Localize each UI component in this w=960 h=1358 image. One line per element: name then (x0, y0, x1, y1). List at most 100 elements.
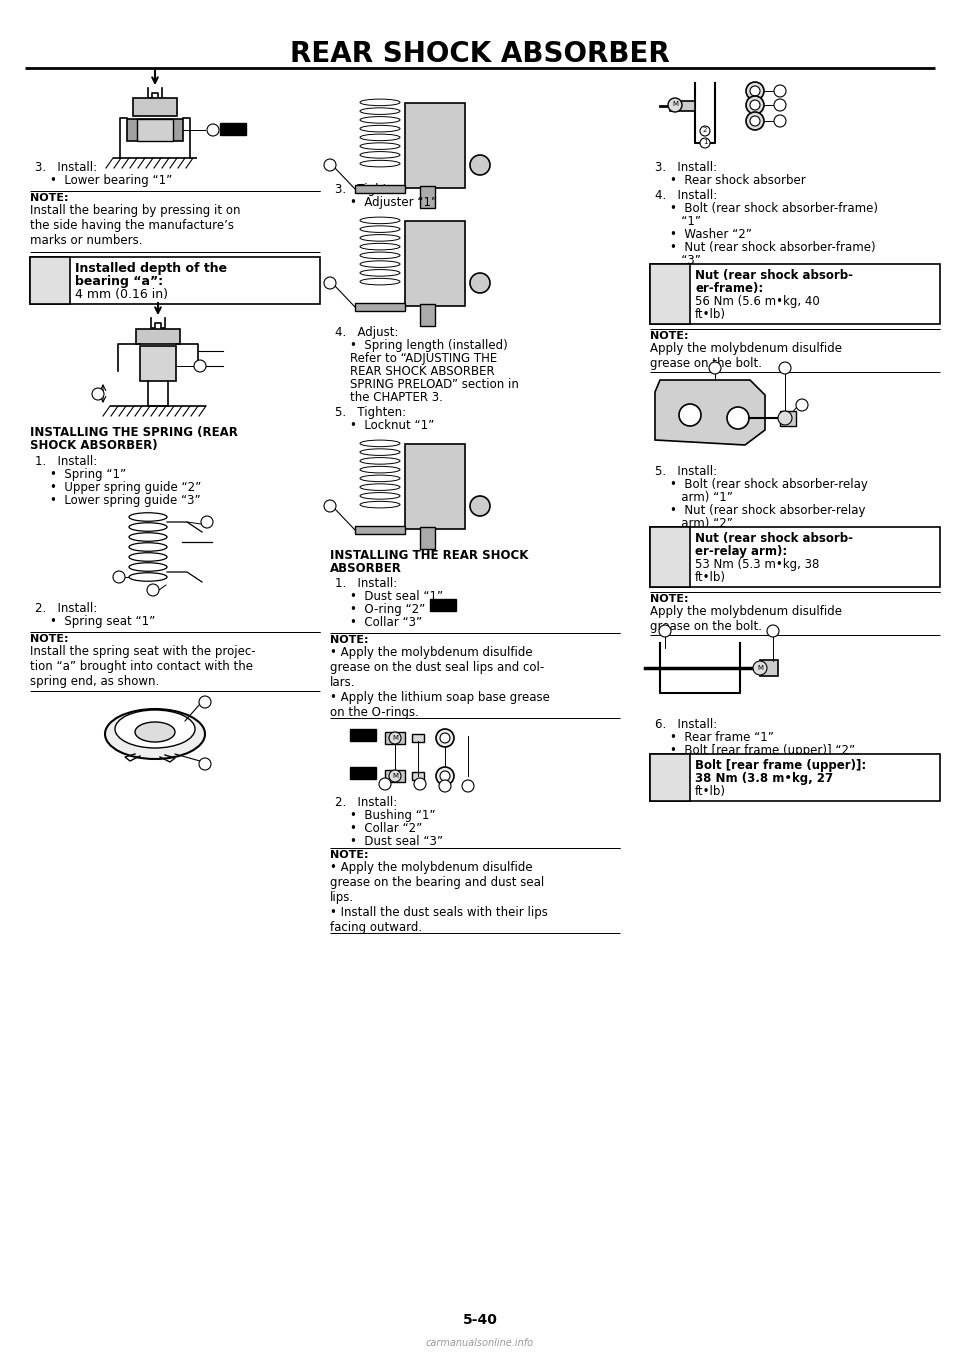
Bar (412, 735, 424, 741)
Text: •  Dust seal “3”: • Dust seal “3” (350, 835, 443, 847)
Text: 2.   Install:: 2. Install: (335, 796, 397, 809)
Ellipse shape (360, 261, 400, 268)
Text: M: M (392, 773, 398, 778)
Circle shape (389, 770, 401, 782)
Bar (137, 120, 173, 141)
Text: Nut (rear shock absorb-: Nut (rear shock absorb- (695, 532, 853, 545)
Circle shape (470, 496, 490, 516)
Ellipse shape (360, 143, 400, 149)
Circle shape (750, 86, 760, 96)
Text: Bolt [rear frame (upper)]:: Bolt [rear frame (upper)]: (695, 759, 866, 771)
Text: 1b: 1b (416, 781, 424, 786)
Text: •  Spring “1”: • Spring “1” (50, 469, 126, 481)
Text: •  Spring seat “1”: • Spring seat “1” (50, 615, 156, 627)
Text: 2: 2 (151, 585, 156, 593)
Bar (30, 257, 320, 304)
Bar (355, 185, 405, 193)
Ellipse shape (129, 553, 167, 561)
Circle shape (746, 96, 764, 114)
Bar (760, 660, 778, 676)
Circle shape (436, 767, 454, 785)
Text: 56 Nm (5.6 m•kg, 40: 56 Nm (5.6 m•kg, 40 (695, 295, 820, 308)
Text: •  Bolt (rear shock absorber-relay: • Bolt (rear shock absorber-relay (670, 478, 868, 492)
Circle shape (700, 139, 710, 148)
Circle shape (709, 363, 721, 373)
Text: Install the bearing by pressing it on
the side having the manufacture’s
marks or: Install the bearing by pressing it on th… (30, 204, 241, 247)
Text: 1: 1 (327, 160, 332, 168)
Text: 38 Nm (3.8 m•kg, 27: 38 Nm (3.8 m•kg, 27 (695, 771, 833, 785)
Text: 3: 3 (382, 779, 388, 788)
Bar (350, 729, 376, 741)
Circle shape (389, 732, 401, 744)
Text: •  Upper spring guide “2”: • Upper spring guide “2” (50, 481, 202, 494)
Text: ft•lb): ft•lb) (695, 308, 726, 320)
Circle shape (199, 758, 211, 770)
Circle shape (750, 100, 760, 110)
Text: M: M (757, 664, 763, 671)
Text: •  Lower spring guide “3”: • Lower spring guide “3” (50, 494, 201, 507)
Text: carmanualsonline.info: carmanualsonline.info (426, 1338, 534, 1348)
Text: a: a (203, 697, 207, 706)
Text: Install the spring seat with the projec-
tion “a” brought into contact with the
: Install the spring seat with the projec-… (30, 645, 255, 689)
Text: SPRING PRELOAD” section in: SPRING PRELOAD” section in (350, 378, 518, 391)
Circle shape (324, 500, 336, 512)
Text: bearing “a”:: bearing “a”: (75, 276, 163, 288)
Text: a: a (95, 388, 101, 398)
Text: ft•lb): ft•lb) (695, 570, 726, 584)
Circle shape (462, 779, 474, 792)
Text: 3: 3 (778, 86, 782, 95)
Ellipse shape (360, 217, 400, 224)
Ellipse shape (360, 160, 400, 167)
Text: Apply the molybdenum disulfide
grease on the bolt.: Apply the molybdenum disulfide grease on… (650, 606, 842, 633)
Text: NOTE:: NOTE: (30, 634, 68, 644)
Text: •  Rear frame “1”: • Rear frame “1” (670, 731, 774, 744)
Text: •  Rear shock absorber: • Rear shock absorber (670, 174, 805, 187)
Text: •  Lower bearing “1”: • Lower bearing “1” (50, 174, 172, 187)
Circle shape (113, 570, 125, 583)
Bar (405, 103, 465, 187)
Circle shape (194, 360, 206, 372)
Text: “1”: “1” (670, 215, 701, 228)
Bar (650, 263, 690, 325)
Text: 2: 2 (800, 401, 804, 409)
Text: New: New (352, 736, 373, 744)
Circle shape (679, 403, 701, 426)
Circle shape (201, 516, 213, 528)
Text: INSTALLING THE REAR SHOCK: INSTALLING THE REAR SHOCK (330, 549, 528, 562)
Text: arm) “2”: arm) “2” (670, 517, 732, 530)
Ellipse shape (360, 235, 400, 242)
Text: •  Bolt (rear shock absorber-frame): • Bolt (rear shock absorber-frame) (670, 202, 878, 215)
Text: •  Nut (rear shock absorber-frame): • Nut (rear shock absorber-frame) (670, 240, 876, 254)
Text: •  Dust seal “1”: • Dust seal “1” (350, 589, 444, 603)
Circle shape (436, 729, 454, 747)
Text: 1: 1 (443, 781, 447, 790)
Bar (650, 754, 940, 801)
Text: •  O-ring “2”: • O-ring “2” (350, 603, 425, 617)
Text: 53 Nm (5.3 m•kg, 38: 53 Nm (5.3 m•kg, 38 (695, 558, 820, 570)
Circle shape (440, 733, 450, 743)
Ellipse shape (360, 458, 400, 464)
Text: “3”: “3” (670, 254, 701, 268)
Bar (140, 346, 176, 382)
Text: •  Bolt [rear frame (upper)] “2”: • Bolt [rear frame (upper)] “2” (670, 744, 855, 756)
Text: er-relay arm):: er-relay arm): (695, 545, 787, 558)
Bar (133, 98, 177, 115)
Ellipse shape (360, 253, 400, 258)
Text: 1: 1 (782, 363, 787, 372)
Text: 1.   Install:: 1. Install: (335, 577, 397, 589)
Text: er-frame):: er-frame): (695, 282, 763, 295)
Bar (136, 329, 180, 344)
Text: Nut (rear shock absorb-: Nut (rear shock absorb- (695, 269, 853, 282)
Bar (650, 527, 940, 587)
Ellipse shape (129, 523, 167, 531)
Ellipse shape (360, 152, 400, 158)
Text: 5.   Tighten:: 5. Tighten: (335, 406, 406, 420)
Text: INSTALLING THE SPRING (REAR: INSTALLING THE SPRING (REAR (30, 426, 238, 439)
Ellipse shape (360, 99, 400, 106)
Ellipse shape (360, 134, 400, 141)
Ellipse shape (129, 573, 167, 581)
Text: •  Collar “3”: • Collar “3” (350, 617, 422, 629)
Ellipse shape (360, 117, 400, 124)
Text: 4 mm (0.16 in): 4 mm (0.16 in) (75, 288, 168, 301)
Circle shape (440, 771, 450, 781)
